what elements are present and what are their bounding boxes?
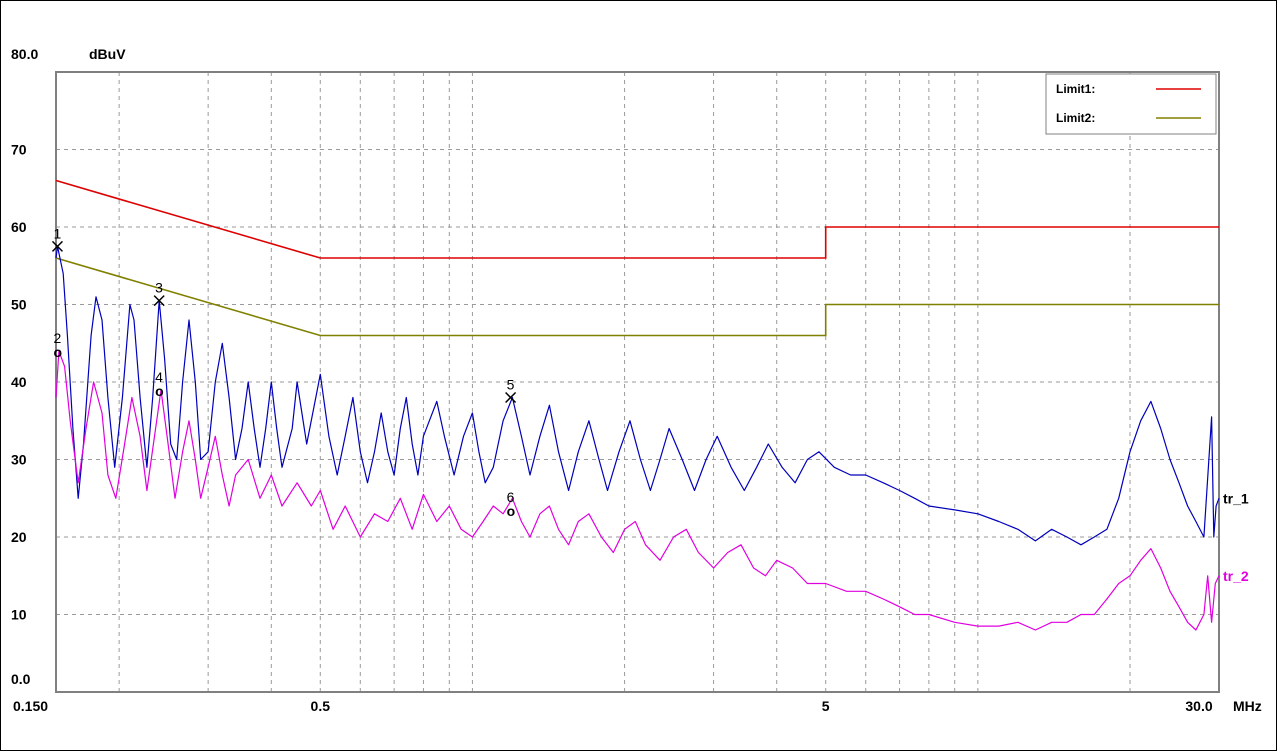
marker-x-stroke — [505, 391, 517, 404]
y-tick-label: 60 — [11, 219, 27, 235]
marker-4: 4o — [155, 369, 164, 399]
limit-line-2 — [55, 257, 1219, 337]
marker-label: 3 — [155, 280, 163, 296]
x-tick-label: 0.150 — [13, 698, 48, 714]
marker-5: 5 — [505, 377, 517, 404]
y-tick-label: 50 — [11, 297, 27, 313]
limit-lines — [55, 179, 1219, 337]
y-tick-label: 70 — [11, 142, 27, 158]
marker-1: 1 — [51, 225, 63, 252]
legend-label-limit2: Limit2: — [1056, 111, 1095, 125]
marker-o: o — [507, 503, 516, 519]
x-axis-label: MHz — [1233, 698, 1262, 714]
marker-x-stroke — [153, 295, 165, 307]
y-tick-label: 0.0 — [11, 671, 31, 687]
legend-box — [1045, 73, 1217, 135]
grid — [56, 72, 1219, 692]
marker-o: o — [53, 344, 62, 360]
marker-label: 5 — [507, 377, 515, 393]
y-tick-label: 30 — [11, 452, 27, 468]
trace-tr_1 — [55, 245, 1220, 546]
traces — [55, 245, 1220, 631]
series-labels: tr_1 tr_2 — [1223, 490, 1249, 584]
marker-label: 6 — [507, 489, 515, 505]
marker-6: 6o — [507, 489, 516, 519]
series-label-tr_2: tr_2 — [1223, 568, 1249, 584]
x-tick-label: 5 — [822, 698, 830, 714]
marker-x-stroke — [51, 240, 63, 252]
legend: Limit1: Limit2: — [1045, 73, 1217, 135]
limit-line-1 — [55, 179, 1219, 259]
marker-3: 3 — [153, 280, 165, 307]
x-tick-label: 30.0 — [1185, 698, 1212, 714]
y-tick-label: 80.0 — [11, 46, 38, 62]
legend-label-limit1: Limit1: — [1056, 82, 1095, 96]
y-tick-labels: 80.0 70 60 50 40 30 20 10 0.0 — [11, 46, 38, 687]
x-tick-label: 0.5 — [311, 698, 331, 714]
y-tick-label: 10 — [11, 607, 27, 623]
x-tick-labels: 0.150 0.5 5 30.0 — [13, 698, 1213, 714]
y-axis-label: dBuV — [89, 46, 126, 62]
marker-2: 2o — [53, 330, 62, 360]
marker-label: 1 — [53, 225, 61, 241]
marker-o: o — [155, 383, 164, 399]
marker-label: 4 — [155, 369, 163, 385]
plot-area — [55, 71, 1220, 693]
trace-tr_2 — [55, 350, 1220, 631]
marker-label: 2 — [53, 330, 61, 346]
series-label-tr_1: tr_1 — [1223, 490, 1249, 506]
y-tick-label: 40 — [11, 374, 27, 390]
y-tick-label: 20 — [11, 529, 27, 545]
